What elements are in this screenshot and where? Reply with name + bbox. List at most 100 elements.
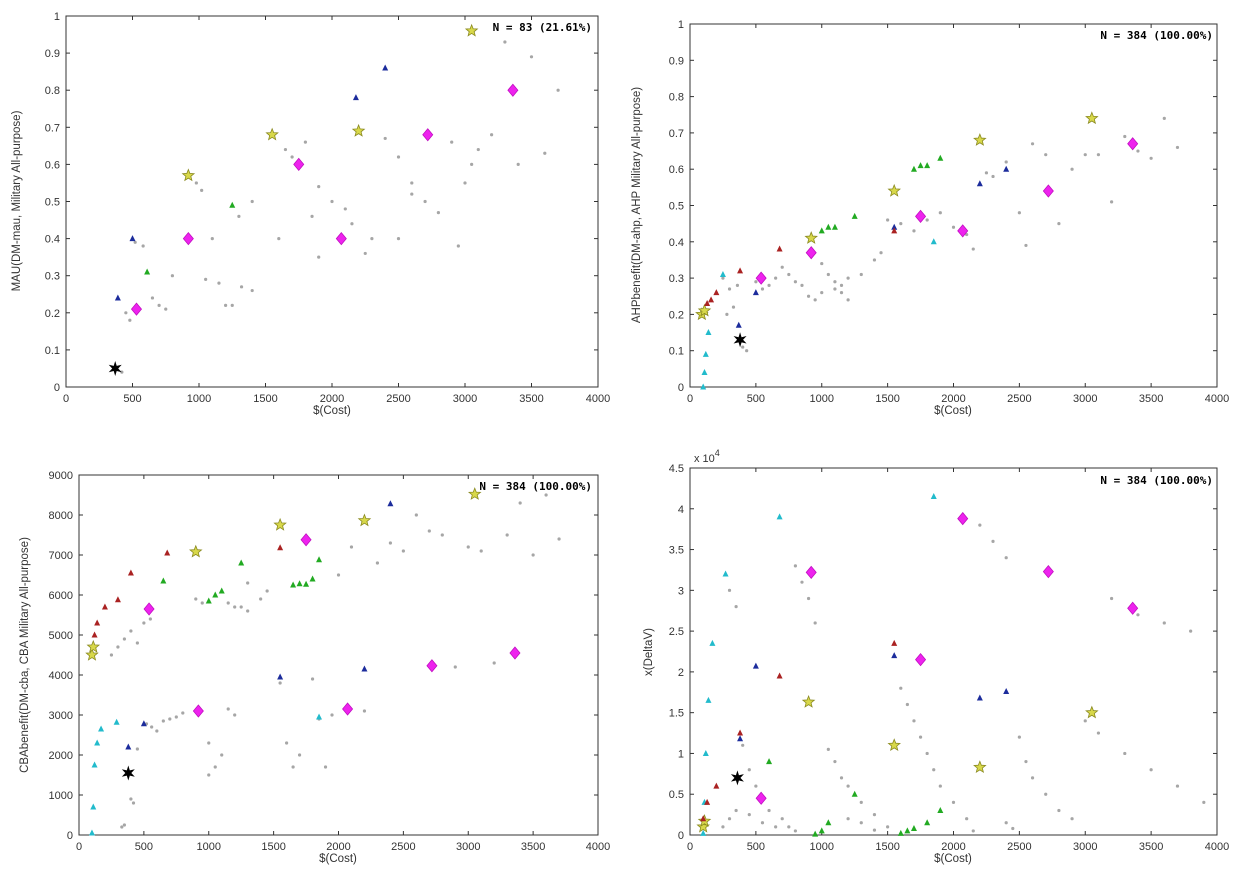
data-point-dot: [1136, 613, 1140, 617]
data-point-triangle: [140, 720, 147, 727]
data-point-dot: [285, 741, 289, 745]
data-point-diamond: [1042, 564, 1054, 579]
data-point-dot: [984, 171, 989, 175]
data-point-dot: [259, 597, 263, 601]
data-point-triangle: [737, 267, 744, 274]
data-point-hexstar: [108, 360, 122, 376]
data-point-dot: [833, 280, 837, 284]
data-point-dot: [544, 493, 548, 497]
data-point-dot: [210, 237, 214, 241]
data-point-dot: [135, 641, 139, 645]
plot-area-deltav: [689, 467, 1218, 836]
x-tick-label: 500: [747, 393, 765, 405]
data-point-dot: [1030, 142, 1035, 146]
y-tick-label: 0.7: [45, 122, 60, 134]
data-point-dot: [230, 303, 234, 307]
data-point-dot: [310, 677, 315, 681]
data-point-dot: [1083, 153, 1087, 157]
y-tick-label: 0.2: [669, 309, 684, 321]
data-point-dot: [1110, 200, 1114, 204]
data-point-dot: [754, 280, 758, 284]
data-point-dot: [410, 192, 414, 196]
data-point-dot: [142, 621, 146, 625]
data-point-dot: [543, 151, 547, 155]
data-point-dot: [131, 801, 136, 805]
y-tick-label: 0: [54, 382, 60, 394]
data-point-dot: [925, 218, 929, 222]
data-point-dot: [128, 318, 132, 322]
data-point-diamond: [335, 231, 347, 246]
data-point-star: [887, 738, 901, 752]
data-point-dot: [813, 298, 817, 302]
data-point-dot: [846, 784, 850, 788]
data-point-triangle: [719, 270, 726, 277]
data-point-dot: [1083, 719, 1087, 723]
data-point-dot: [350, 222, 354, 226]
data-point-dot: [233, 713, 237, 717]
data-point-dot: [951, 225, 956, 229]
x-tick-label: 2500: [1007, 393, 1031, 405]
data-point-dot: [991, 539, 995, 544]
data-point-dot: [905, 702, 909, 707]
data-point-triangle: [90, 803, 97, 810]
data-point-dot: [1202, 800, 1206, 804]
data-point-dot: [317, 185, 321, 189]
data-point-triangle: [94, 619, 101, 626]
data-point-triangle: [1003, 687, 1010, 694]
data-point-dot: [343, 207, 347, 211]
data-point-diamond: [755, 791, 767, 805]
data-point-dot: [388, 541, 392, 545]
y-tick-label: 8000: [49, 510, 73, 522]
y-tick-label: 0: [678, 382, 684, 394]
data-point-star: [265, 127, 279, 141]
data-point-dot: [239, 285, 244, 289]
data-point-dot: [463, 181, 467, 185]
x-tick-label: 3500: [1139, 841, 1163, 853]
data-point-triangle: [704, 300, 711, 307]
plot-area-cba: [78, 474, 599, 836]
data-point-triangle: [91, 761, 98, 768]
data-point-diamond: [1127, 137, 1139, 151]
data-point-dot: [349, 545, 354, 549]
data-point-diamond: [507, 83, 519, 97]
y-tick-label: 0.6: [45, 159, 60, 171]
data-point-dot: [872, 258, 877, 262]
data-point-dot: [490, 133, 494, 137]
data-point-dot: [518, 501, 522, 505]
tick-marks-deltav: 0 500 1000 1500 2000 2500 3000 3500 4000 0 0.5 1 1.5…: [669, 463, 1230, 853]
data-point-dot: [375, 561, 380, 565]
y-tick-label: 5000: [49, 630, 73, 642]
data-point-star: [189, 544, 203, 558]
data-point-dot: [246, 609, 250, 613]
data-point-dot: [1175, 784, 1180, 788]
x-tick-label: 4000: [586, 841, 610, 853]
data-point-diamond: [342, 702, 354, 716]
annotation-cba: N = 384 (100.00%): [479, 480, 592, 493]
data-point-diamond: [915, 653, 927, 667]
y-tick-label: 0.8: [669, 92, 684, 104]
data-point-diamond: [300, 533, 312, 547]
data-point-dot: [122, 637, 127, 641]
data-point-dot: [734, 808, 738, 813]
y-tick-label: 0.9: [45, 48, 60, 60]
data-point-dot: [1162, 116, 1166, 120]
data-point-triangle: [924, 819, 931, 826]
data-point-triangle: [700, 815, 707, 822]
data-point-dot: [1057, 808, 1061, 813]
data-point-dot: [846, 298, 850, 302]
data-point-triangle: [94, 739, 101, 746]
y-tick-label: 1: [678, 748, 684, 760]
data-point-star: [887, 183, 901, 197]
data-point-star: [804, 231, 818, 244]
x-tick-label: 2500: [391, 841, 415, 853]
data-point-dot: [370, 237, 374, 241]
y-tick-label: 2000: [49, 750, 73, 762]
data-point-dot: [826, 747, 830, 751]
data-point-dot: [529, 55, 534, 59]
data-point-dot: [200, 188, 204, 192]
data-point-dot: [899, 686, 903, 690]
data-point-dot: [246, 581, 250, 585]
data-point-dot: [330, 199, 334, 204]
data-point-triangle: [303, 580, 310, 587]
data-point-dot: [336, 573, 341, 577]
